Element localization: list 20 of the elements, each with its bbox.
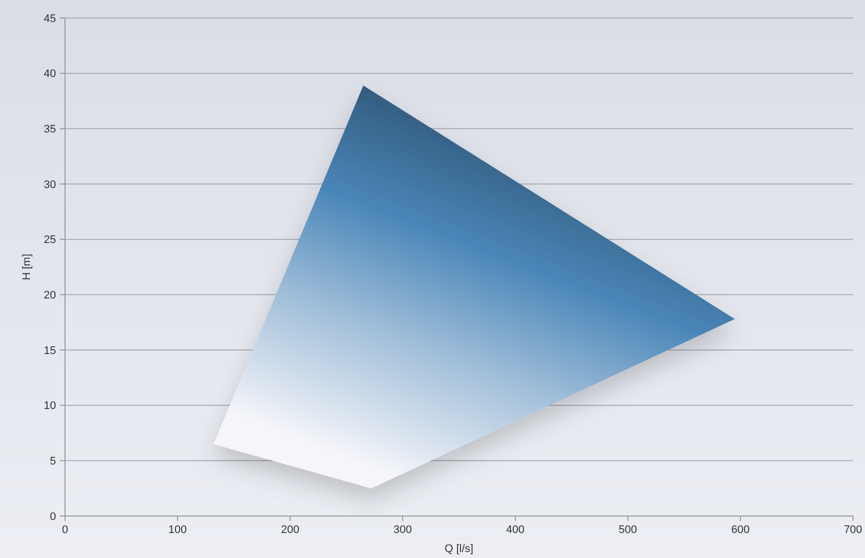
- x-tick-label: 700: [844, 524, 862, 536]
- y-tick-label: 45: [44, 12, 56, 25]
- x-tick-label: 500: [618, 524, 638, 536]
- x-tick-label: 200: [280, 524, 300, 536]
- x-tick-label: 600: [731, 524, 750, 536]
- y-tick-label: 30: [44, 178, 56, 191]
- y-axis-title: H [m]: [21, 254, 33, 280]
- y-tick-label: 40: [44, 68, 56, 80]
- y-tick-label: 35: [44, 124, 56, 136]
- y-tick-label: 20: [44, 290, 56, 302]
- x-tick-label: 400: [506, 524, 524, 536]
- y-tick-label: 25: [44, 234, 56, 246]
- x-axis-title: Q [l/s]: [444, 543, 474, 555]
- x-tick-label: 300: [394, 524, 412, 536]
- x-tick-label: 100: [168, 524, 187, 536]
- y-tick-label: 10: [44, 400, 56, 412]
- y-tick-label: 15: [44, 344, 56, 357]
- y-tick-label: 5: [50, 456, 56, 468]
- y-tick-label: 0: [50, 510, 56, 523]
- x-tick-label: 0: [62, 524, 68, 536]
